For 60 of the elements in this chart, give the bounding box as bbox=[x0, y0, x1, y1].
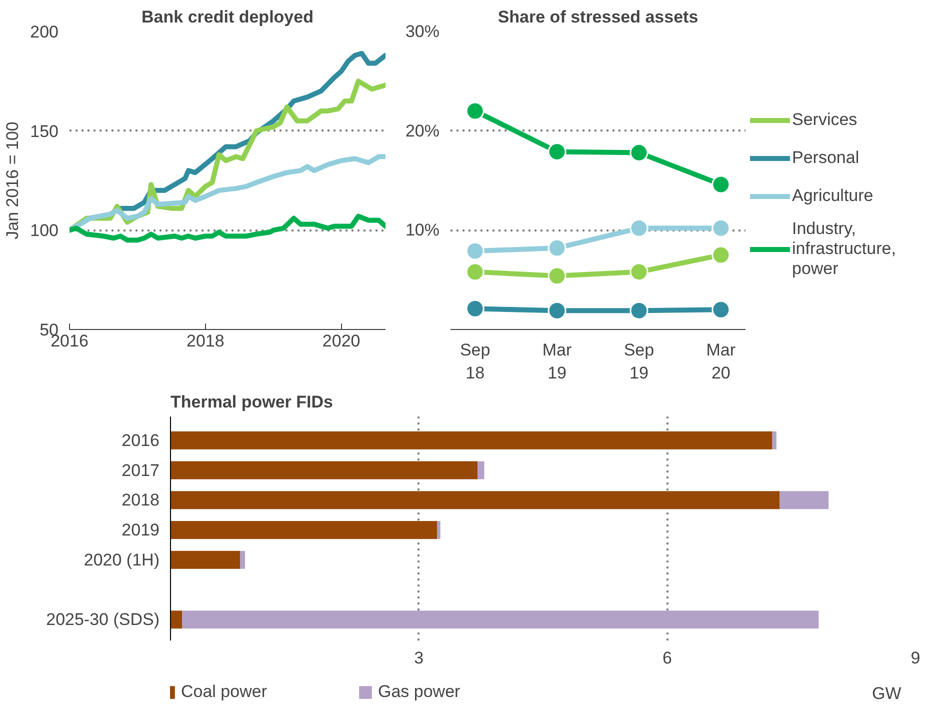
point bbox=[712, 175, 730, 194]
bar bbox=[170, 431, 772, 450]
x-tick-label: 3 bbox=[414, 648, 424, 668]
legend-label: Coal power bbox=[181, 682, 267, 702]
point bbox=[466, 262, 484, 282]
y-tick-label: 2017 bbox=[122, 460, 160, 480]
bar bbox=[478, 461, 484, 480]
x-tick-label: Mar 20 bbox=[706, 340, 736, 382]
legend-label: Industry, infrastructure, power bbox=[792, 219, 896, 279]
x-tick-label: Sep 19 bbox=[624, 340, 654, 382]
point bbox=[548, 266, 566, 286]
bar bbox=[170, 461, 478, 480]
point bbox=[466, 102, 484, 120]
y-tick-label: 10% bbox=[405, 220, 440, 240]
y-tick-label: 200 bbox=[30, 22, 59, 42]
y-tick-label: 2019 bbox=[122, 520, 160, 540]
point bbox=[712, 300, 730, 319]
y-tick-label: 2018 bbox=[122, 490, 160, 510]
y-tick-label: 2016 bbox=[122, 430, 160, 450]
bar bbox=[240, 550, 245, 569]
bar bbox=[170, 491, 780, 510]
y-tick-label: 20% bbox=[405, 121, 440, 140]
x-tick-label: Mar 19 bbox=[542, 340, 572, 382]
bar bbox=[170, 610, 182, 629]
y-tick-label: 2025-30 (SDS) bbox=[46, 610, 160, 630]
x-axis-title: GW bbox=[872, 684, 902, 703]
x-tick-label: 2018 bbox=[186, 332, 224, 350]
point bbox=[548, 238, 566, 258]
legend-label: Personal bbox=[792, 147, 860, 169]
y-tick-label: 2020 (1H) bbox=[84, 550, 160, 570]
chart-title: Bank credit deployed bbox=[142, 8, 314, 26]
chart-title: Thermal power FIDs bbox=[170, 392, 333, 412]
bar bbox=[780, 491, 829, 510]
point bbox=[712, 218, 730, 238]
point bbox=[548, 301, 566, 320]
x-tick-label: Sep 18 bbox=[460, 340, 490, 382]
bar bbox=[170, 521, 438, 539]
point bbox=[630, 218, 648, 238]
legend-label: Gas power bbox=[378, 682, 460, 702]
y-axis-title: Jan 2016 = 100 bbox=[3, 122, 22, 240]
point bbox=[630, 301, 648, 320]
bar bbox=[772, 431, 776, 450]
x-tick-label: 2020 bbox=[322, 332, 360, 350]
point bbox=[630, 262, 648, 282]
bar bbox=[437, 521, 440, 539]
point bbox=[630, 143, 648, 162]
bar bbox=[170, 550, 240, 569]
y-tick-label: 100 bbox=[30, 221, 59, 240]
chart-title: Share of stressed assets bbox=[498, 8, 698, 26]
point bbox=[466, 299, 484, 318]
x-tick-label: 6 bbox=[662, 648, 672, 668]
x-tick-label: 9 bbox=[910, 648, 920, 668]
bar bbox=[182, 610, 819, 629]
y-tick-label: 150 bbox=[30, 122, 59, 141]
legend-label: Services bbox=[792, 109, 858, 131]
legend-label: Agriculture bbox=[792, 185, 874, 207]
y-tick-label: 30% bbox=[405, 22, 440, 41]
point bbox=[548, 142, 566, 161]
point bbox=[712, 246, 730, 264]
point bbox=[466, 242, 484, 260]
